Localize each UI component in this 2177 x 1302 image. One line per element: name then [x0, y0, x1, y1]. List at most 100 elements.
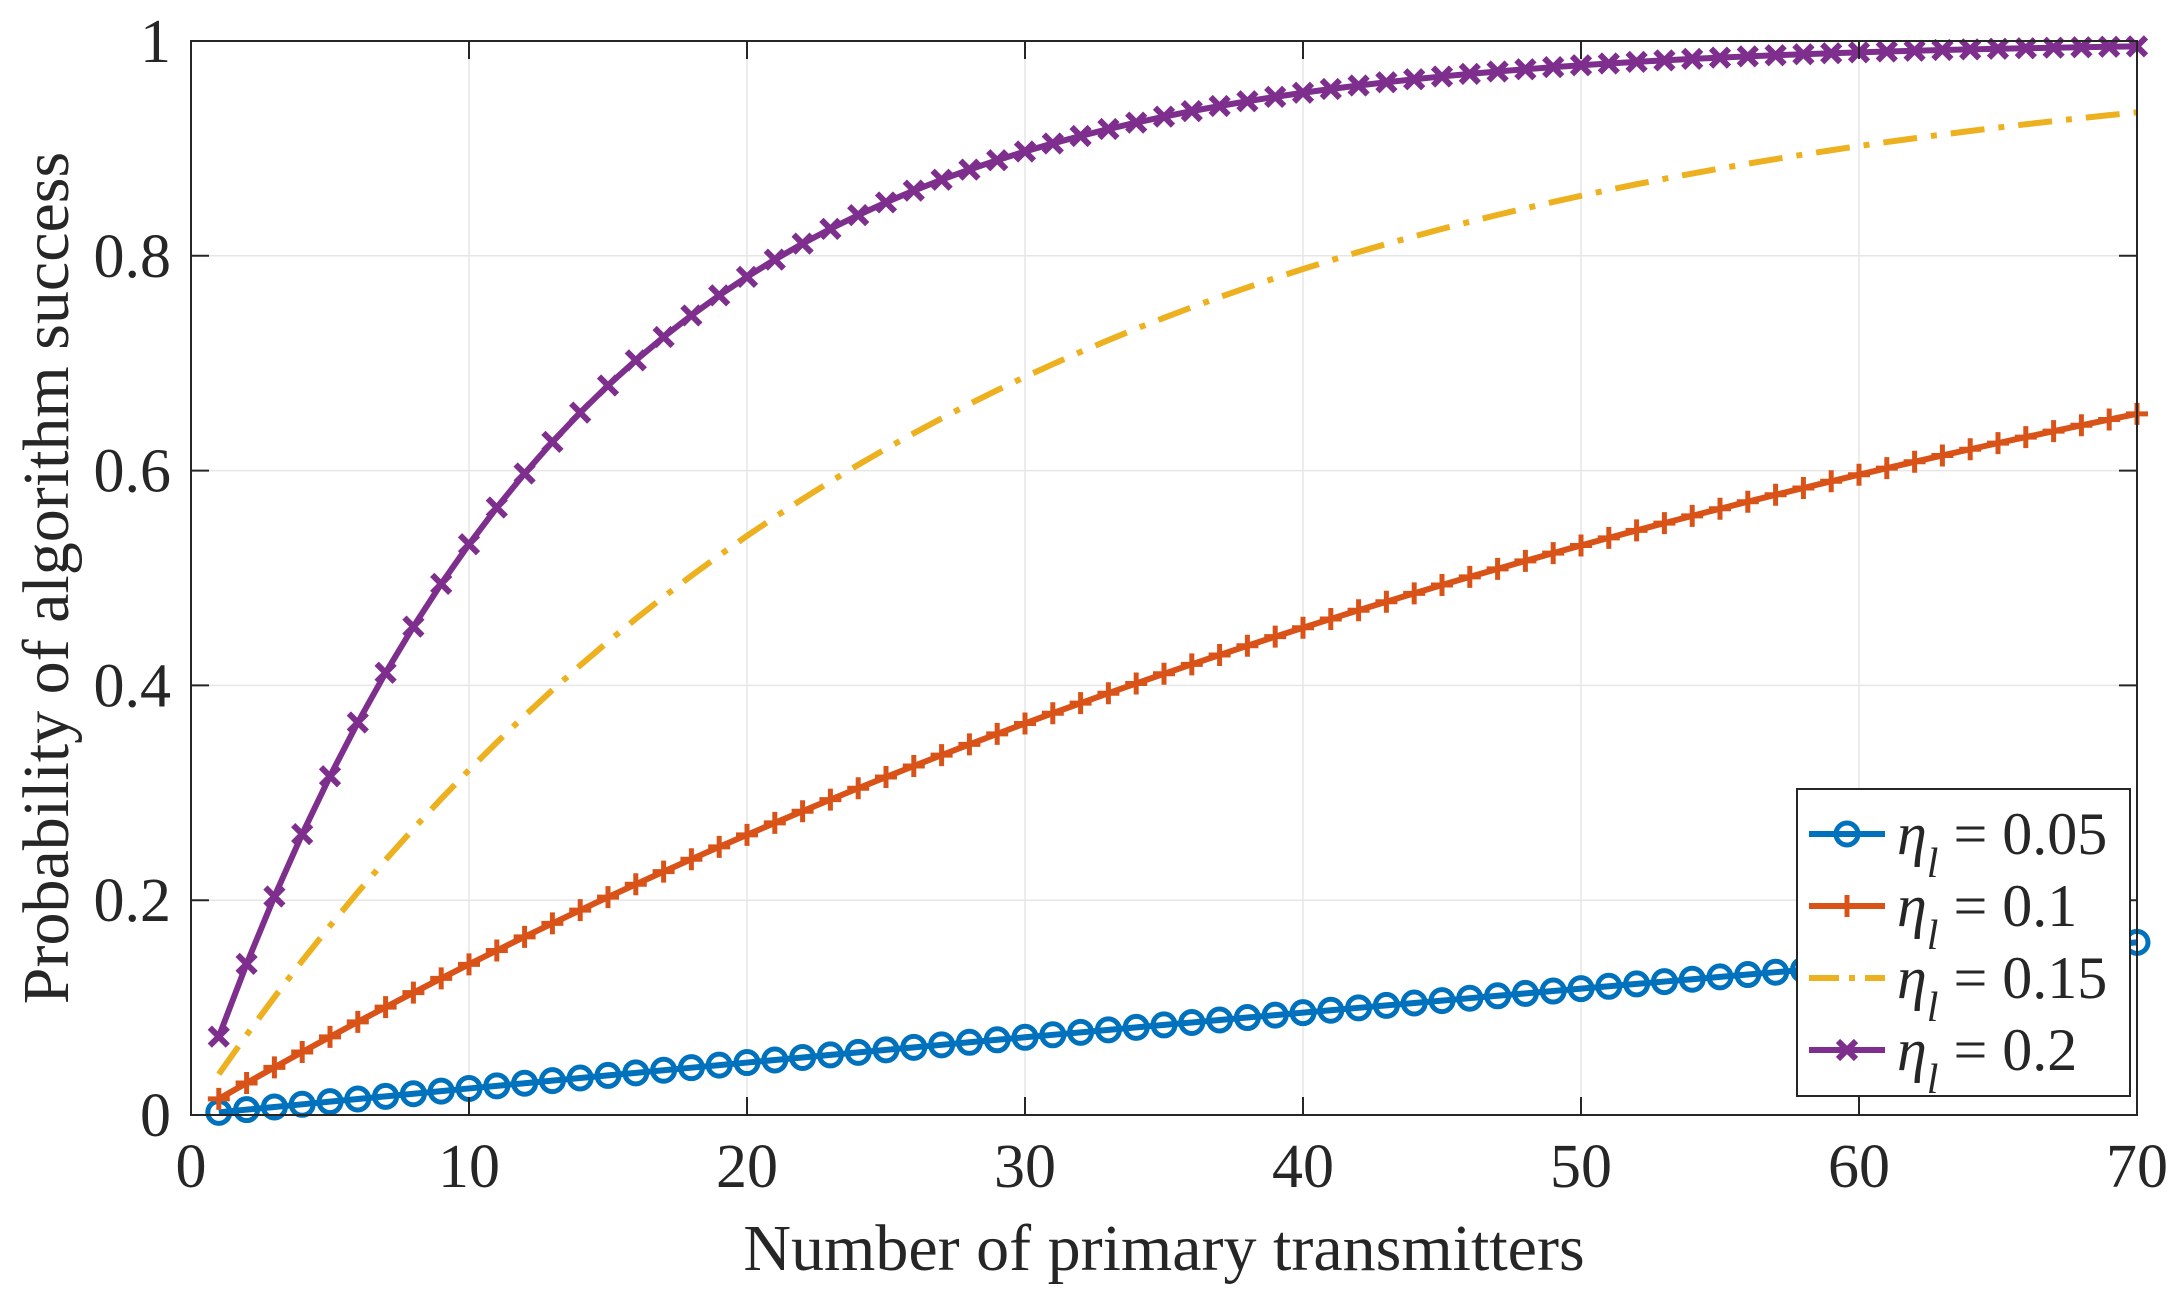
data-point	[902, 179, 925, 202]
data-point	[1486, 60, 1509, 83]
data-point	[986, 149, 1009, 172]
x-axis-label: Number of primary transmitters	[743, 1212, 1584, 1285]
data-point	[1041, 132, 1064, 155]
data-point	[680, 304, 703, 327]
data-point	[1456, 984, 1484, 1012]
data-point	[1345, 994, 1373, 1022]
data-point	[1903, 39, 1926, 62]
data-point	[1180, 653, 1203, 676]
data-point	[1122, 1013, 1150, 1041]
x-tick-label: 50	[1550, 1133, 1612, 1201]
data-point	[733, 1049, 761, 1077]
data-point	[1706, 963, 1734, 991]
data-point	[1152, 105, 1176, 128]
data-point	[344, 1085, 372, 1113]
data-point	[955, 1028, 983, 1056]
data-point	[819, 788, 842, 811]
data-point	[1625, 519, 1648, 542]
legend-label: ηl = 0.1	[1897, 873, 2077, 959]
data-point	[402, 615, 425, 638]
data-point	[983, 1026, 1011, 1054]
data-point	[844, 1038, 872, 1066]
x-tick-label: 60	[1828, 1133, 1890, 1201]
data-point	[816, 1041, 844, 1069]
data-point	[2042, 420, 2065, 443]
data-point	[1319, 77, 1342, 101]
series-group	[205, 35, 2151, 1126]
legend-entry: ηl = 0.05	[1809, 801, 2107, 887]
data-point	[1623, 970, 1651, 998]
data-point	[597, 886, 619, 909]
y-tick-label: 1	[140, 8, 171, 76]
data-point	[1011, 1023, 1039, 1051]
data-point	[1400, 989, 1428, 1017]
data-point	[430, 572, 453, 596]
data-point	[1931, 38, 1954, 62]
data-point	[1681, 504, 1704, 527]
data-point	[1069, 124, 1092, 148]
data-point	[847, 204, 870, 227]
data-point	[958, 733, 981, 756]
data-point	[1375, 71, 1398, 94]
legend-label: ηl = 0.2	[1897, 1017, 2077, 1103]
legend-label: ηl = 0.15	[1897, 945, 2107, 1031]
data-point	[235, 1072, 258, 1095]
data-point	[930, 744, 953, 767]
data-point	[1625, 50, 1648, 73]
data-point	[207, 1087, 230, 1110]
data-point	[1903, 450, 1926, 473]
series-line	[215, 43, 2138, 1038]
data-point	[430, 967, 453, 990]
data-point	[2014, 426, 2037, 449]
data-point	[791, 232, 814, 255]
tick-labels: 0 10 20 30 40 50 60 70 0 0.2 0.4 0.6 0.8 1	[94, 8, 2169, 1201]
data-point	[1403, 68, 1426, 91]
data-point	[624, 349, 647, 372]
data-point	[1125, 111, 1148, 134]
data-point	[1208, 94, 1231, 118]
y-axis-label: Probability of algorithm success	[10, 152, 83, 1004]
data-point	[1039, 1021, 1067, 1049]
data-point	[1013, 140, 1037, 163]
data-point	[986, 722, 1009, 745]
data-point	[1264, 625, 1287, 648]
data-point	[1208, 643, 1231, 666]
data-point	[1514, 58, 1537, 81]
data-point	[789, 1043, 817, 1071]
data-point	[680, 848, 703, 871]
data-point	[1542, 542, 1565, 565]
x-tick-label: 40	[1272, 1133, 1334, 1201]
data-point	[1347, 74, 1370, 97]
data-point	[1291, 81, 1315, 104]
data-point	[346, 711, 369, 734]
data-point	[1097, 117, 1120, 141]
data-point	[902, 755, 925, 778]
y-tick-label: 0.8	[94, 223, 172, 291]
data-point	[1180, 100, 1203, 123]
data-point	[457, 533, 481, 556]
data-point	[1261, 1001, 1289, 1029]
data-point	[1236, 90, 1259, 113]
data-point	[513, 925, 536, 948]
data-point	[763, 248, 786, 271]
data-point	[233, 1096, 261, 1124]
data-point	[874, 191, 898, 214]
data-point	[1792, 43, 1815, 66]
data-point	[928, 1031, 956, 1059]
data-point	[677, 1054, 705, 1082]
x-tick-label: 30	[994, 1133, 1056, 1201]
data-point	[458, 953, 480, 976]
data-point	[1653, 49, 1676, 72]
data-point	[319, 1025, 341, 1048]
data-point	[1959, 38, 1982, 61]
data-point	[1734, 961, 1762, 989]
data-point	[735, 265, 759, 288]
data-point	[1595, 972, 1623, 1000]
data-point	[819, 217, 842, 240]
data-point	[1875, 40, 1898, 63]
series-line	[216, 109, 2138, 1076]
data-point	[291, 1041, 314, 1063]
data-point	[736, 823, 758, 846]
data-point	[2098, 408, 2121, 431]
